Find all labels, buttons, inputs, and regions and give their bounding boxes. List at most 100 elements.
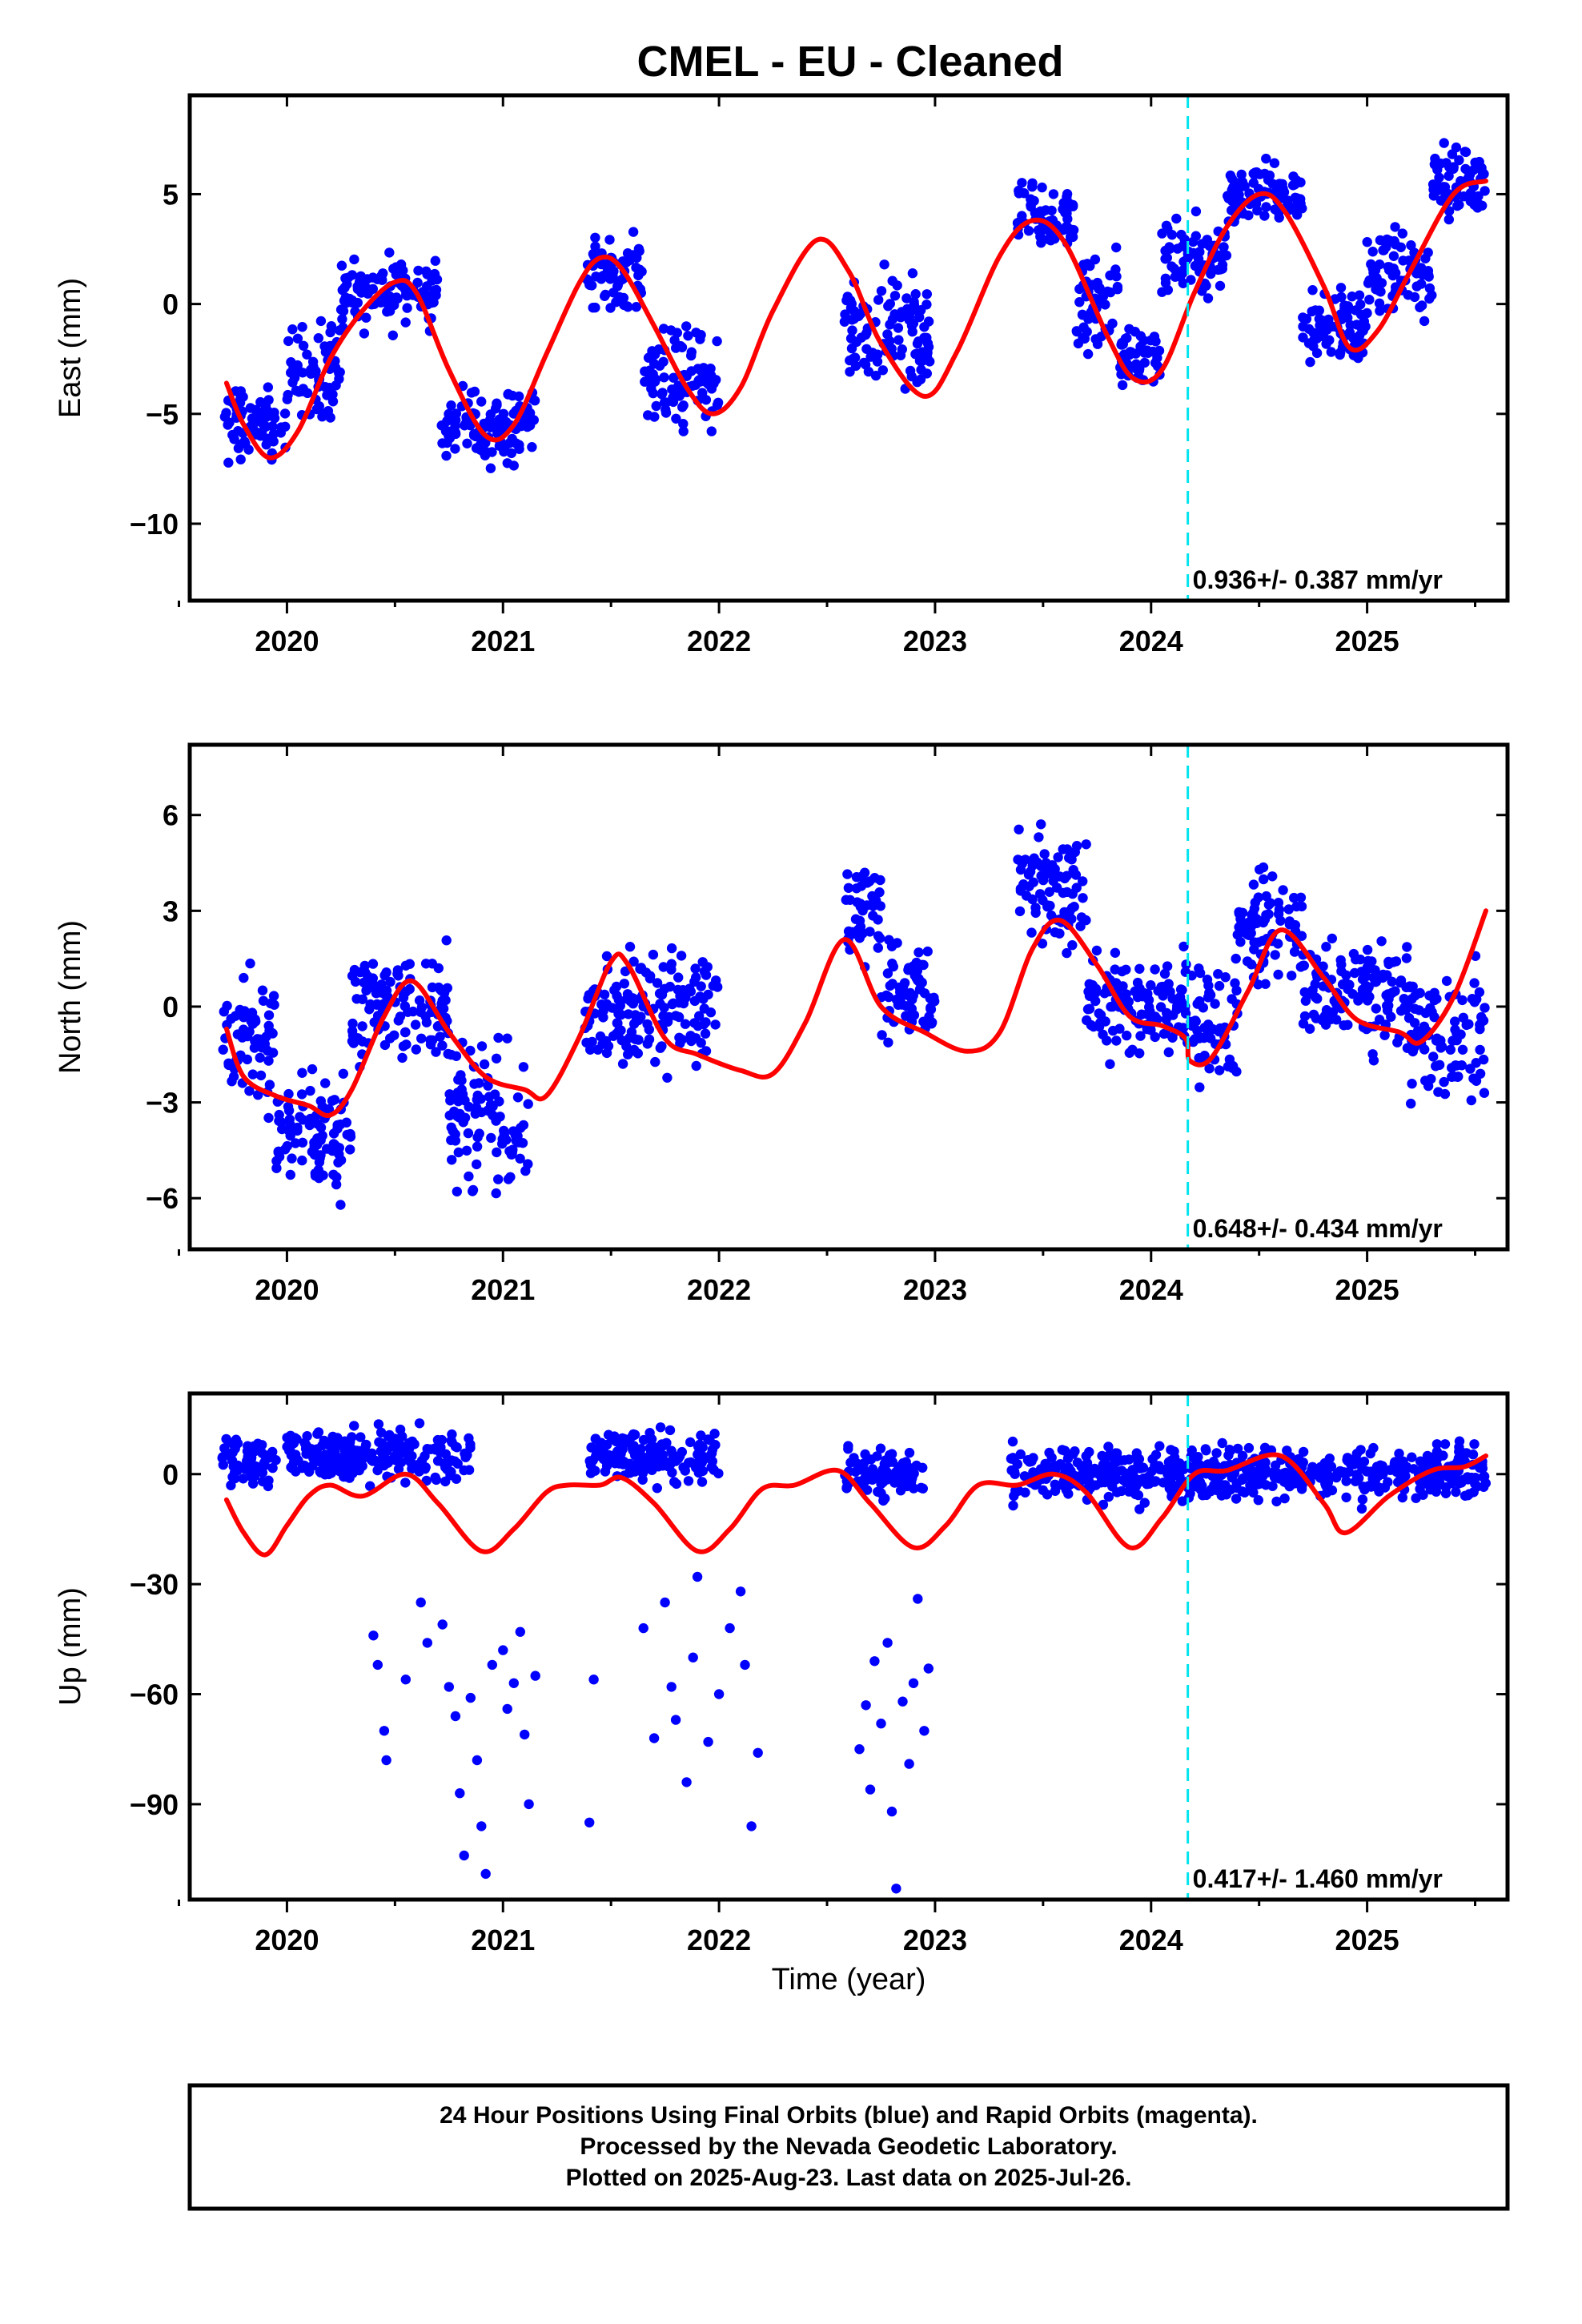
- data-point: [264, 1080, 275, 1090]
- data-point: [1277, 179, 1287, 189]
- data-point: [1215, 1065, 1225, 1076]
- rate-label: 0.417+/- 1.460 mm/yr: [1193, 1864, 1443, 1893]
- data-point: [656, 389, 667, 400]
- data-point: [1176, 229, 1186, 240]
- data-point: [662, 1072, 673, 1084]
- data-point: [1475, 199, 1485, 211]
- data-point: [1097, 1450, 1107, 1462]
- data-point: [665, 1425, 676, 1436]
- data-point: [1150, 964, 1160, 975]
- data-point: [1103, 1441, 1114, 1452]
- data-point: [472, 1159, 482, 1170]
- data-point: [1191, 206, 1202, 217]
- data-point: [1463, 166, 1473, 176]
- data-point: [1099, 988, 1110, 999]
- data-point: [287, 1153, 297, 1164]
- data-point: [444, 408, 454, 420]
- data-point: [1111, 242, 1122, 253]
- data-point: [384, 306, 396, 316]
- data-point: [651, 400, 661, 412]
- data-point: [263, 1112, 274, 1124]
- data-point: [876, 286, 887, 296]
- data-point: [705, 1007, 717, 1018]
- rate-label: 0.648+/- 0.434 mm/yr: [1193, 1214, 1443, 1243]
- x-tick-label: 2024: [1119, 1924, 1183, 1956]
- data-point: [1355, 1445, 1366, 1455]
- data-point: [1214, 980, 1225, 991]
- data-point: [1435, 1043, 1446, 1053]
- data-point: [1356, 1503, 1367, 1514]
- data-point: [697, 1477, 708, 1487]
- data-point: [365, 1481, 375, 1491]
- data-point: [1145, 1006, 1155, 1017]
- data-point: [1440, 1488, 1452, 1499]
- data-point: [480, 450, 491, 460]
- data-point: [879, 259, 889, 270]
- data-point: [1475, 1019, 1485, 1030]
- data-point: [854, 915, 865, 927]
- data-point: [1067, 940, 1078, 951]
- data-point: [876, 1488, 886, 1498]
- data-point: [697, 1466, 708, 1477]
- data-point: [428, 287, 440, 298]
- data-point: [1267, 871, 1278, 882]
- data-point: [435, 1031, 445, 1042]
- data-point: [1107, 318, 1118, 329]
- data-point: [1287, 971, 1297, 981]
- data-point: [921, 300, 932, 310]
- data-point: [697, 388, 708, 398]
- panel-frame: [187, 742, 1510, 1252]
- data-point: [710, 1019, 721, 1030]
- data-point: [1427, 1007, 1437, 1017]
- data-point: [513, 1137, 524, 1148]
- data-point: [452, 1186, 462, 1197]
- data-point: [355, 1432, 366, 1442]
- data-point: [1480, 1478, 1492, 1489]
- data-point: [1034, 832, 1044, 842]
- data-point: [395, 1011, 406, 1022]
- data-point: [1110, 947, 1121, 959]
- data-point: [1355, 300, 1366, 310]
- data-point: [929, 992, 939, 1003]
- data-point: [584, 279, 595, 290]
- data-point: [623, 302, 633, 312]
- data-point: [659, 397, 670, 408]
- data-point: [617, 1444, 628, 1454]
- data-point: [1014, 824, 1024, 835]
- data-point: [1314, 305, 1325, 316]
- data-point: [1473, 191, 1484, 202]
- data-point: [706, 1448, 717, 1458]
- data-point: [636, 963, 647, 973]
- outlier-point: [530, 1671, 540, 1681]
- data-point: [661, 408, 672, 418]
- data-point: [387, 1437, 398, 1448]
- data-point: [1263, 909, 1274, 919]
- data-point: [1401, 953, 1412, 963]
- outlier-point: [372, 1659, 383, 1671]
- data-point: [403, 1007, 413, 1017]
- data-point: [228, 1072, 239, 1082]
- data-point: [1062, 947, 1072, 959]
- data-point: [1237, 177, 1248, 187]
- data-point: [444, 1110, 455, 1121]
- data-point: [219, 1007, 229, 1017]
- outlier-point: [584, 1817, 595, 1827]
- data-point: [483, 1080, 493, 1091]
- data-point: [345, 1437, 355, 1448]
- data-point: [1171, 213, 1182, 224]
- data-point: [693, 1020, 703, 1031]
- data-point: [927, 1017, 938, 1027]
- data-point: [512, 1092, 524, 1103]
- data-point: [227, 1437, 237, 1449]
- data-point: [1460, 147, 1471, 157]
- data-point: [592, 1044, 603, 1055]
- data-point: [875, 875, 885, 886]
- data-point: [402, 303, 412, 313]
- data-point: [1150, 1449, 1162, 1460]
- data-point: [441, 935, 452, 946]
- data-point: [1367, 956, 1377, 967]
- data-point: [307, 1063, 318, 1075]
- data-point: [472, 1090, 483, 1101]
- data-point: [1311, 348, 1323, 359]
- data-point: [1368, 1442, 1379, 1454]
